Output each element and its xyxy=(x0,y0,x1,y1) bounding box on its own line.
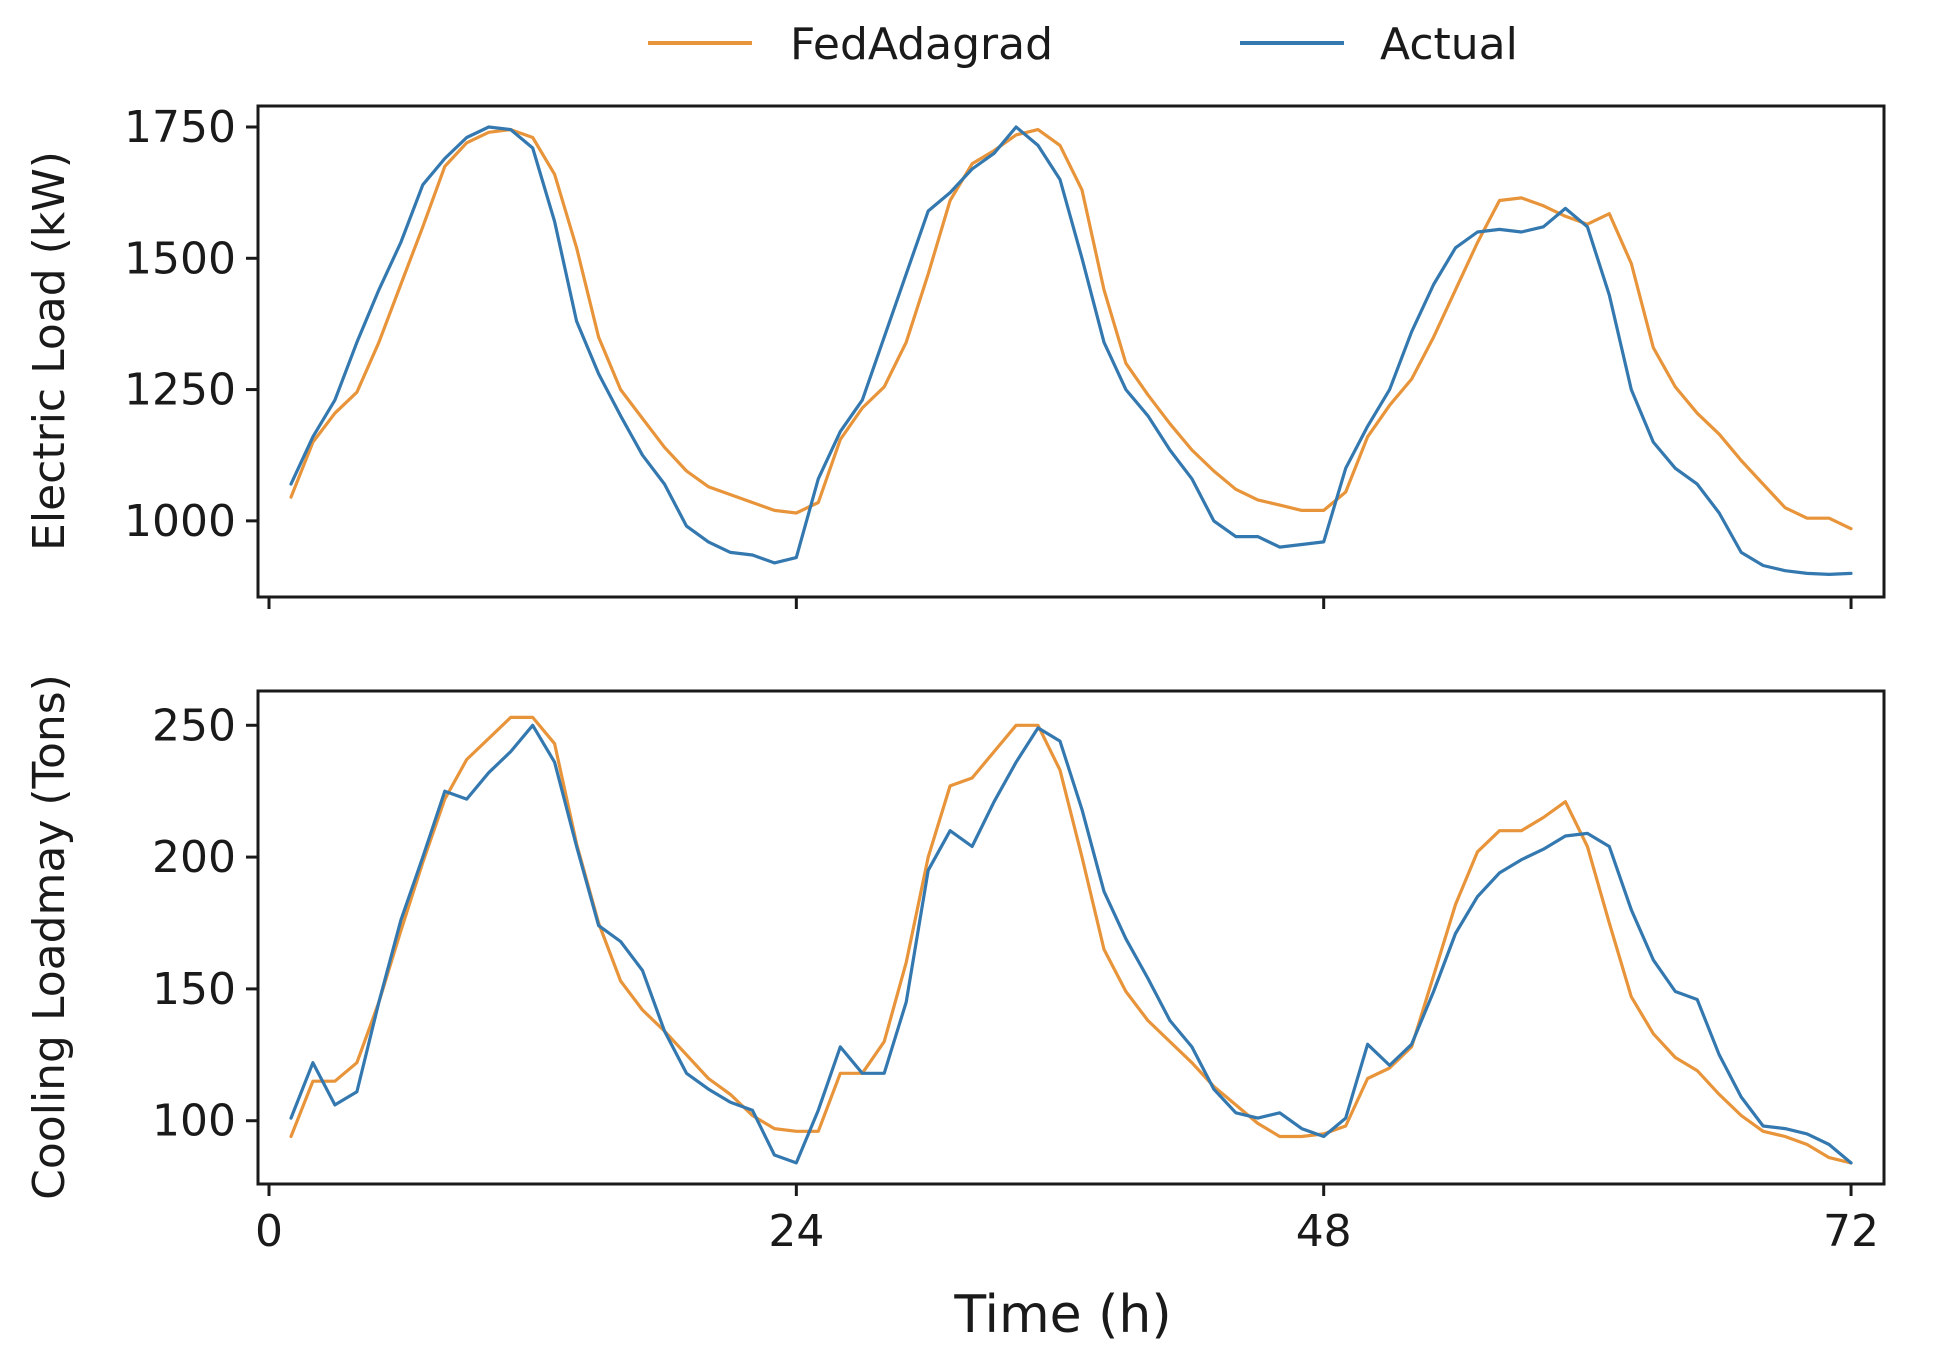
cooling-series-actual xyxy=(289,723,1853,1165)
x-axis-label: Time (h) xyxy=(953,1285,1171,1345)
electric-ytick-label: 1250 xyxy=(124,365,236,416)
electric-y-axis-label: Electric Load (kW) xyxy=(24,151,75,551)
xtick-label: 48 xyxy=(1296,1206,1352,1257)
cooling-ytick-label: 200 xyxy=(152,832,236,883)
cooling-ytick-label: 250 xyxy=(152,700,236,751)
electric-load-panel: 1000 1250 1500 1750 Electric Load (kW) xyxy=(24,102,1886,609)
electric-plot-frame xyxy=(256,104,1886,599)
electric-ytick-label: 1750 xyxy=(124,102,236,153)
legend-label-fedadagrad: FedAdagrad xyxy=(790,19,1053,70)
cooling-load-panel: 100 150 200 250 0 24 48 72 Cooling Loadmay (To… xyxy=(24,674,1886,1257)
cooling-ytick-label: 150 xyxy=(152,964,236,1015)
cooling-series-fedadagrad xyxy=(289,715,1853,1165)
cooling-plot-frame xyxy=(256,689,1886,1186)
xtick-label: 72 xyxy=(1823,1206,1879,1257)
cooling-ytick-label: 100 xyxy=(152,1096,236,1147)
xtick-label: 24 xyxy=(768,1206,824,1257)
electric-ytick-label: 1500 xyxy=(124,233,236,284)
electric-ytick-label: 1000 xyxy=(124,496,236,547)
legend: FedAdagrad Actual xyxy=(648,19,1518,70)
electric-series-actual xyxy=(289,125,1853,577)
electric-series-fedadagrad xyxy=(289,128,1853,531)
xtick-label: 0 xyxy=(255,1206,283,1257)
legend-label-actual: Actual xyxy=(1380,19,1518,70)
cooling-y-axis-label: Cooling Loadmay (Tons) xyxy=(24,674,75,1200)
